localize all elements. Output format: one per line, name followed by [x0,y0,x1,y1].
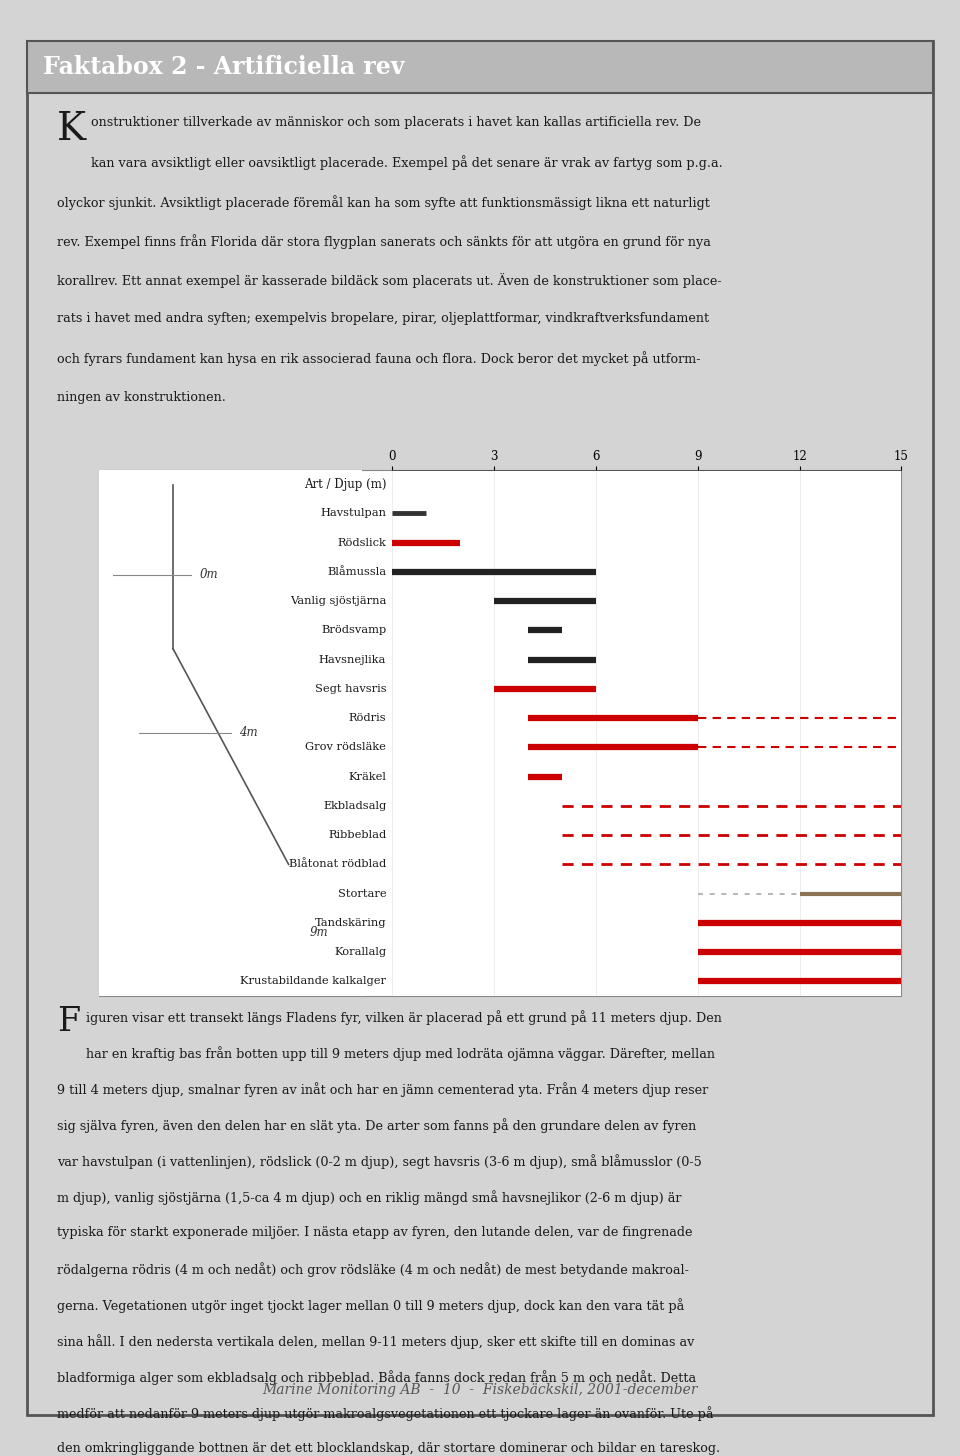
Text: sig själva fyren, även den delen har en slät yta. De arter som fanns på den grun: sig själva fyren, även den delen har en … [57,1118,696,1133]
Text: Brödsvamp: Brödsvamp [321,626,386,635]
Text: medför att nedanför 9 meters djup utgör makroalgsvegetationen ett tjockare lager: medför att nedanför 9 meters djup utgör … [57,1406,713,1421]
Text: Grov rödsläke: Grov rödsläke [305,743,386,753]
Text: var havstulpan (i vattenlinjen), rödslick (0-2 m djup), segt havsris (3-6 m djup: var havstulpan (i vattenlinjen), rödslic… [57,1153,702,1169]
Text: har en kraftig bas från botten upp till 9 meters djup med lodräta ojämna väggar.: har en kraftig bas från botten upp till … [85,1045,715,1060]
Text: och fyrars fundament kan hysa en rik associerad fauna och flora. Dock beror det : och fyrars fundament kan hysa en rik ass… [57,351,700,367]
Text: Blåtonat rödblad: Blåtonat rödblad [289,859,386,869]
Text: Stortare: Stortare [338,888,386,898]
Text: Vanlig sjöstjärna: Vanlig sjöstjärna [290,596,386,606]
Text: typiska för starkt exponerade miljöer. I nästa etapp av fyren, den lutande delen: typiska för starkt exponerade miljöer. I… [57,1226,692,1239]
Text: 9 till 4 meters djup, smalnar fyren av inåt och har en jämn cementerad yta. Från: 9 till 4 meters djup, smalnar fyren av i… [57,1082,708,1096]
Text: bladformiga alger som ekbladsalg och ribbeblad. Båda fanns dock redan från 5 m o: bladformiga alger som ekbladsalg och rib… [57,1370,696,1385]
Text: Kräkel: Kräkel [348,772,386,782]
Text: m djup), vanlig sjöstjärna (1,5-ca 4 m djup) och en riklig mängd små havsnejliko: m djup), vanlig sjöstjärna (1,5-ca 4 m d… [57,1190,682,1204]
Text: gerna. Vegetationen utgör inget tjockt lager mellan 0 till 9 meters djup, dock k: gerna. Vegetationen utgör inget tjockt l… [57,1297,684,1313]
Text: kan vara avsiktligt eller oavsiktligt placerade. Exempel på det senare är vrak a: kan vara avsiktligt eller oavsiktligt pl… [91,156,723,170]
Text: Rödslick: Rödslick [338,537,386,547]
Text: rödalgerna rödris (4 m och nedåt) och grov rödsläke (4 m och nedåt) de mest bety: rödalgerna rödris (4 m och nedåt) och gr… [57,1262,688,1277]
Text: Ribbeblad: Ribbeblad [328,830,386,840]
Text: korallrev. Ett annat exempel är kasserade bildäck som placerats ut. Även de kons: korallrev. Ett annat exempel är kasserad… [57,274,721,288]
Text: iguren visar ett transekt längs Fladens fyr, vilken är placerad på ett grund på : iguren visar ett transekt längs Fladens … [85,1010,722,1025]
Text: 0m: 0m [200,568,218,581]
Text: Ekbladsalg: Ekbladsalg [323,801,386,811]
Text: olyckor sjunkit. Avsiktligt placerade föremål kan ha som syfte att funktionsmäss: olyckor sjunkit. Avsiktligt placerade fö… [57,195,709,210]
Text: onstruktioner tillverkade av människor och som placerats i havet kan kallas arti: onstruktioner tillverkade av människor o… [91,116,701,130]
Text: den omkringliggande bottnen är det ett blocklandskap, där stortare dominerar och: den omkringliggande bottnen är det ett b… [57,1441,720,1455]
Text: Rödris: Rödris [348,713,386,724]
Text: K: K [57,111,85,149]
Bar [27,41,933,93]
Text: 4m: 4m [239,727,257,740]
Text: rev. Exempel finns från Florida där stora flygplan sanerats och sänkts för att u: rev. Exempel finns från Florida där stor… [57,234,710,249]
Text: rats i havet med andra syften; exempelvis bropelare, pirar, oljeplattformar, vin: rats i havet med andra syften; exempelvi… [57,312,708,325]
Text: Segt havsris: Segt havsris [315,684,386,695]
Text: Havstulpan: Havstulpan [321,508,386,518]
Text: Art / Djup (m): Art / Djup (m) [303,478,386,491]
Bar [100,470,901,996]
Text: Faktabox 2 - Artificiella rev: Faktabox 2 - Artificiella rev [43,55,405,79]
Text: Blåmussla: Blåmussla [327,566,386,577]
Text: F: F [57,1006,80,1038]
Text: sina håll. I den nedersta vertikala delen, mellan 9-11 meters djup, sker ett ski: sina håll. I den nedersta vertikala dele… [57,1334,694,1348]
Text: Marine Monitoring AB  -  10  -  Fiskebäckskil, 2001-december: Marine Monitoring AB - 10 - Fiskebäckski… [262,1383,698,1398]
Bar [100,470,362,996]
Text: ningen av konstruktionen.: ningen av konstruktionen. [57,390,226,403]
Text: 9m: 9m [310,926,328,939]
Text: Havsnejlika: Havsnejlika [319,655,386,665]
Text: Krustabildande kalkalger: Krustabildande kalkalger [240,977,386,986]
Text: Korallalg: Korallalg [334,948,386,957]
Text: Tandskäring: Tandskäring [315,917,386,927]
